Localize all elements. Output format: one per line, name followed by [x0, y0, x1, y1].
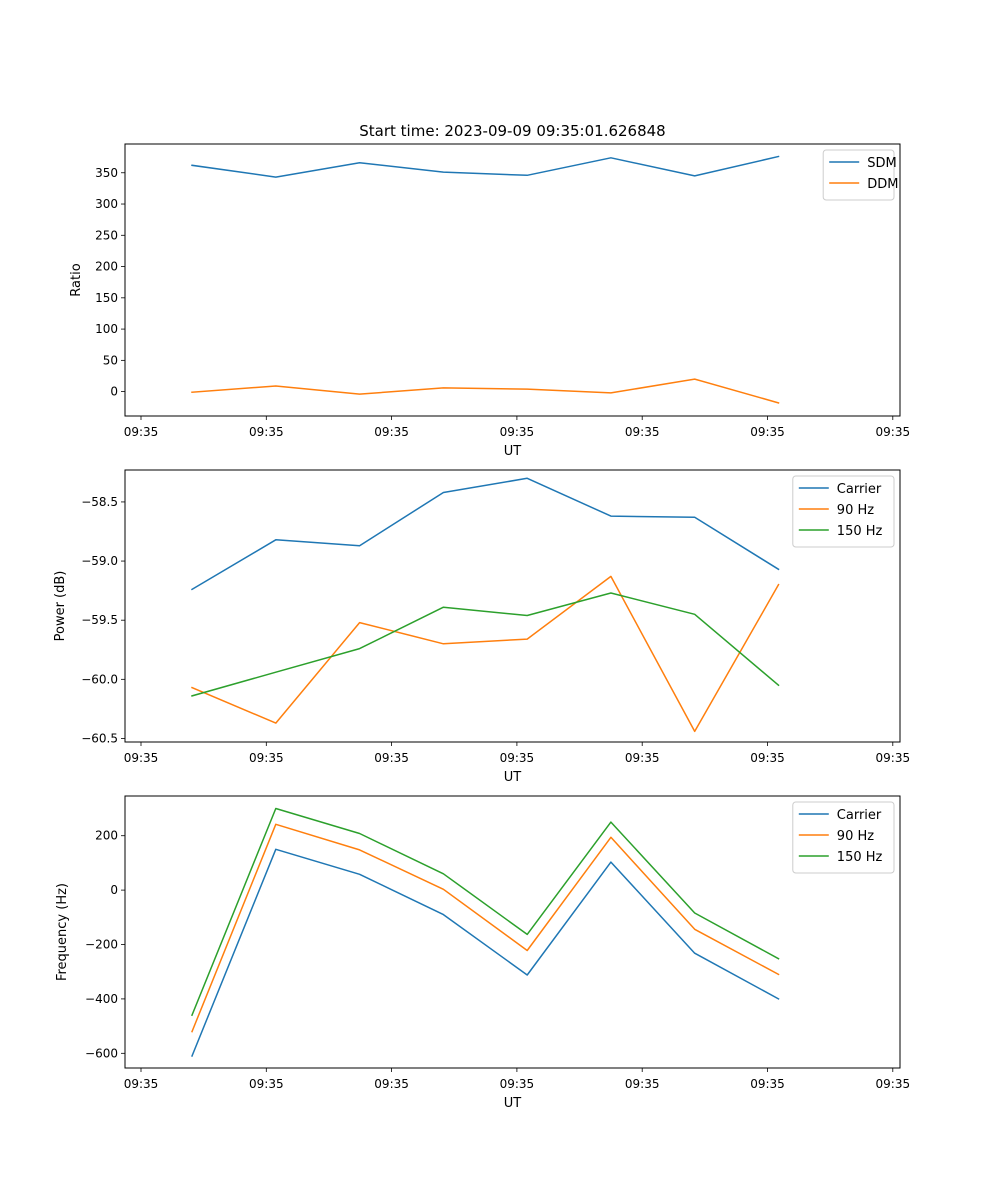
chart3-y-tick-label: 0 — [110, 883, 118, 897]
chart3-axes-frame — [124, 795, 901, 1069]
chart2-x-tick-label: 09:35 — [750, 751, 785, 765]
chart1-legend-label-ddm: DDM — [867, 177, 898, 192]
chart3-series-150-hz-line — [191, 807, 780, 1017]
chart1-y-tick-label: 200 — [95, 260, 118, 274]
chart3-series-90-hz-line — [191, 823, 780, 1033]
chart2-y-tick-label: −59.0 — [81, 554, 118, 568]
chart3-x-tick-label: 09:35 — [500, 1077, 535, 1091]
chart3-x-axis-label: UT — [504, 1096, 522, 1111]
chart2-x-tick-label: 09:35 — [625, 751, 660, 765]
chart1-x-axis-label: UT — [504, 444, 522, 459]
chart1-y-tick-label: 350 — [95, 166, 118, 180]
chart3-legend-label-150-hz: 150 Hz — [837, 850, 883, 865]
chart3-y-tick-label: −200 — [85, 938, 118, 952]
chart2-x-tick-label: 09:35 — [876, 751, 911, 765]
chart3-x-tick-label: 09:35 — [625, 1077, 660, 1091]
chart2-legend-label-150-hz: 150 Hz — [837, 524, 883, 539]
chart2-x-tick-label: 09:35 — [249, 751, 284, 765]
chart1-series-ddm-line — [191, 378, 780, 404]
chart3-x-tick-label: 09:35 — [124, 1077, 159, 1091]
chart1-y-tick-label: 300 — [95, 197, 118, 211]
chart2-x-axis-label: UT — [504, 770, 522, 785]
chart2-x-tick-label: 09:35 — [374, 751, 409, 765]
chart2-axes-frame — [124, 469, 901, 743]
chart3-y-axis-label: Frequency (Hz) — [55, 883, 70, 981]
chart1-x-tick-label: 09:35 — [249, 425, 284, 439]
chart3-x-tick-label: 09:35 — [374, 1077, 409, 1091]
panel-frequency: 09:3509:3509:3509:3509:3509:3509:3509:36… — [55, 795, 911, 1111]
chart1-y-axis-label: Ratio — [69, 263, 84, 296]
chart1-y-tick-label: 100 — [95, 322, 118, 336]
chart2-y-tick-label: −59.5 — [81, 613, 118, 627]
chart1-x-tick-label: 09:35 — [500, 425, 535, 439]
chart3-x-tick-label: 09:35 — [876, 1077, 911, 1091]
chart1-x-tick-label: 09:35 — [750, 425, 785, 439]
chart1-x-tick-label: 09:35 — [876, 425, 911, 439]
chart3-y-tick-label: 200 — [95, 829, 118, 843]
figure-title: Start time: 2023-09-09 09:35:01.626848 — [359, 122, 665, 140]
chart1-x-tick-label: 09:35 — [625, 425, 660, 439]
chart3-x-tick-label: 09:35 — [750, 1077, 785, 1091]
chart3-series-carrier-line — [191, 848, 780, 1057]
chart1-y-tick-label: 50 — [103, 353, 118, 367]
chart2-y-tick-label: −58.5 — [81, 495, 118, 509]
chart1-x-tick-label: 09:35 — [374, 425, 409, 439]
chart2-series-150-hz-line — [191, 592, 780, 697]
chart3-x-tick-label: 09:35 — [249, 1077, 284, 1091]
chart1-y-tick-label: 250 — [95, 228, 118, 242]
chart2-x-tick-label: 09:35 — [124, 751, 159, 765]
chart1-axes-frame — [124, 143, 901, 417]
chart2-series-90-hz-line — [191, 575, 780, 733]
chart3-y-tick-label: −600 — [85, 1046, 118, 1060]
chart3-legend-label-carrier: Carrier — [837, 808, 882, 823]
chart2-y-tick-label: −60.0 — [81, 672, 118, 686]
panel-power: 09:3509:3509:3509:3509:3509:3509:3509:36… — [53, 469, 911, 785]
chart1-y-tick-label: 150 — [95, 291, 118, 305]
chart2-series-carrier-line — [190, 477, 780, 591]
chart3-y-tick-label: −400 — [85, 992, 118, 1006]
chart2-legend-label-carrier: Carrier — [837, 482, 882, 497]
chart2-y-axis-label: Power (dB) — [53, 571, 68, 642]
chart2-y-tick-label: −60.5 — [81, 731, 118, 745]
chart1-x-tick-label: 09:35 — [124, 425, 159, 439]
panel-ratio: 09:3509:3509:3509:3509:3509:3509:3509:36… — [69, 143, 911, 459]
chart2-legend-label-90-hz: 90 Hz — [837, 503, 874, 518]
chart2-x-tick-label: 09:35 — [500, 751, 535, 765]
chart3-legend-label-90-hz: 90 Hz — [837, 829, 874, 844]
chart1-legend-label-sdm: SDM — [867, 156, 896, 171]
chart1-series-sdm-line — [191, 155, 780, 178]
chart1-y-tick-label: 0 — [110, 385, 118, 399]
